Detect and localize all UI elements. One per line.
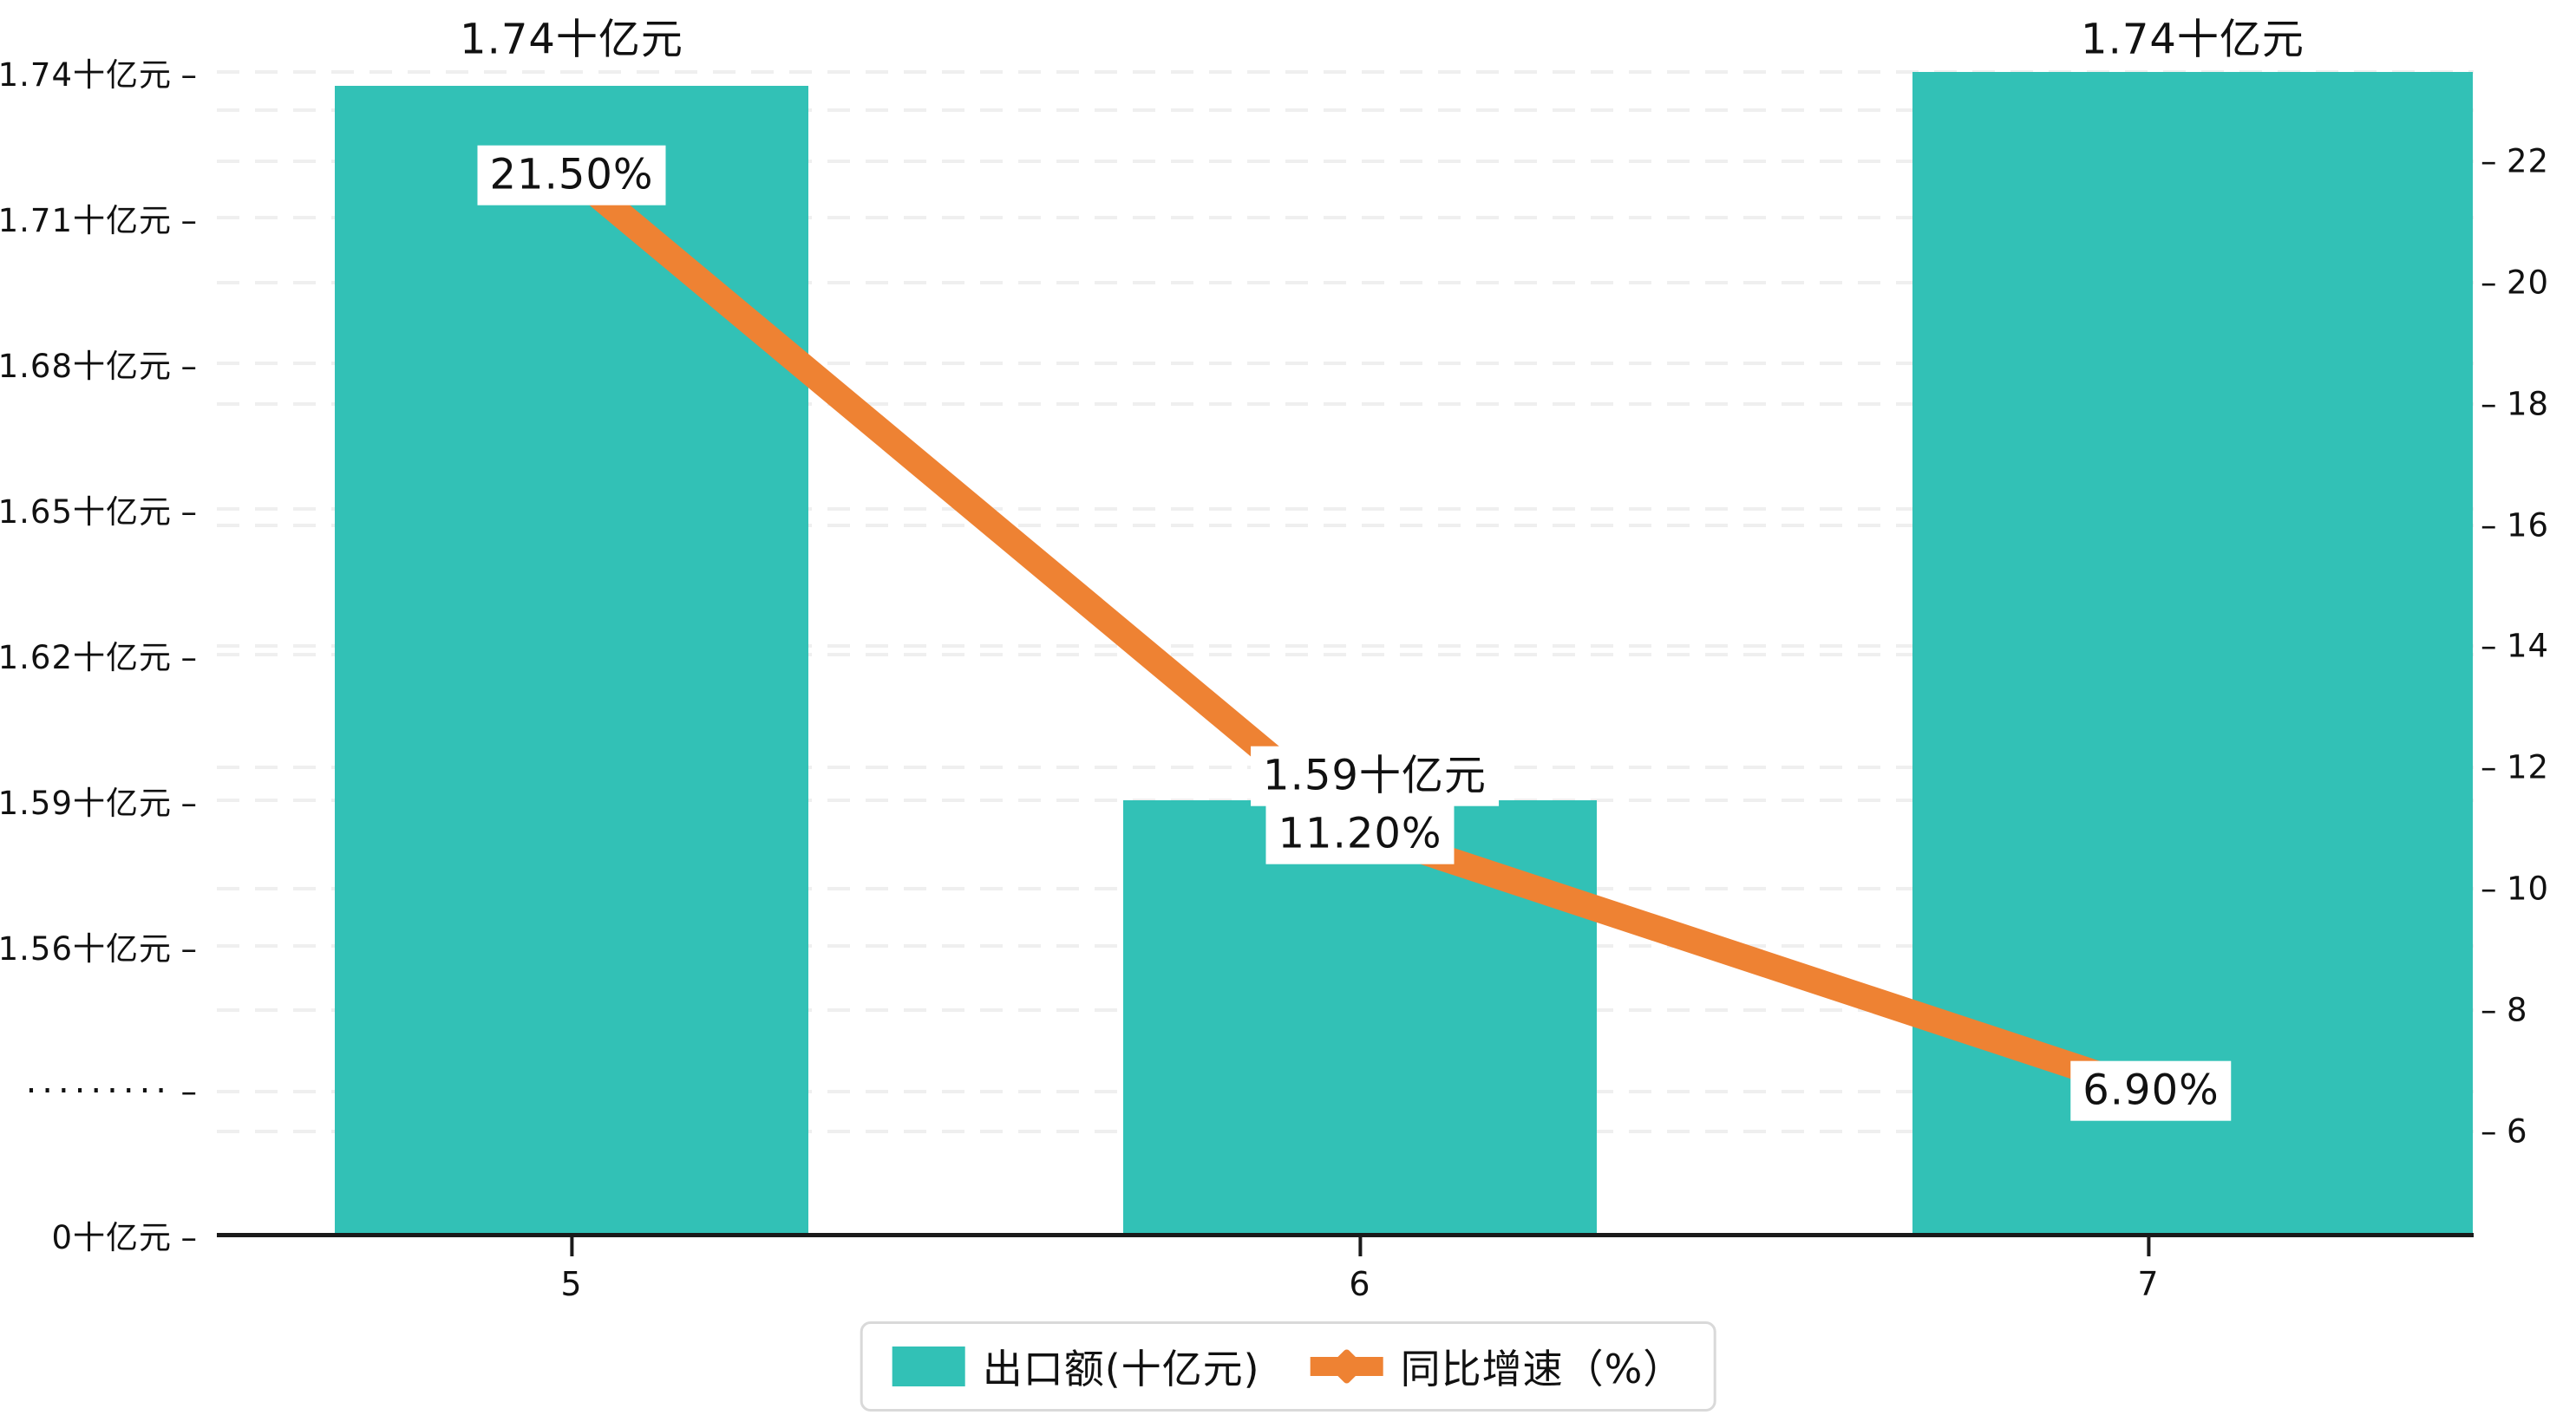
right-y-tick-label: 6 <box>2507 1112 2528 1151</box>
right-y-tick-0: – 22 <box>2481 143 2549 180</box>
x-tick-mark <box>2147 1237 2150 1256</box>
tick-dash-icon: – <box>2481 142 2498 180</box>
tick-dash-icon: – <box>180 1073 198 1111</box>
tick-dash-icon: – <box>2481 748 2498 786</box>
right-y-tick-5: – 12 <box>2481 749 2549 786</box>
left-y-tick-8: 0十亿元 – <box>51 1211 198 1258</box>
bar-value-label-7: 1.74十亿元 <box>2069 10 2317 70</box>
left-y-tick-label: 1.59十亿元 <box>0 785 172 822</box>
bar-month-6[interactable] <box>1123 800 1597 1235</box>
left-y-tick-label: 1.62十亿元 <box>0 639 172 676</box>
left-y-tick-label: 1.74十亿元 <box>0 56 172 94</box>
legend-label-export-value: 出口额(十亿元) <box>982 1346 1260 1392</box>
left-y-tick-label: 1.71十亿元 <box>0 202 172 239</box>
x-tick-2: 7 <box>2137 1237 2159 1303</box>
chart-legend[interactable]: 出口额(十亿元) 同比增速（%） <box>860 1321 1716 1412</box>
x-tick-label: 7 <box>2137 1265 2160 1303</box>
gridline <box>217 70 2474 74</box>
tick-dash-icon: – <box>180 56 198 94</box>
right-y-tick-3: – 16 <box>2481 507 2549 544</box>
right-y-tick-label: 12 <box>2507 748 2550 786</box>
left-y-tick-label: 1.56十亿元 <box>0 930 172 968</box>
tick-dash-icon: – <box>180 639 198 676</box>
tick-dash-icon: – <box>180 1219 198 1256</box>
bar-swatch-icon <box>892 1347 965 1386</box>
tick-dash-icon: – <box>180 930 198 968</box>
line-value-label-7: 6.90% <box>2070 1060 2232 1121</box>
left-y-tick-label: 0十亿元 <box>51 1219 172 1256</box>
left-y-tick-label: ········· <box>25 1071 172 1112</box>
line-value-label-6: 11.20% <box>1265 804 1455 864</box>
bar-month-5[interactable] <box>335 86 808 1235</box>
right-y-tick-label: 10 <box>2507 870 2550 908</box>
right-y-tick-label: 8 <box>2507 991 2528 1029</box>
legend-label-yoy-growth: 同比增速（%） <box>1400 1346 1684 1392</box>
left-y-tick-3: 1.65十亿元 – <box>0 486 198 532</box>
tick-dash-icon: – <box>2481 506 2498 544</box>
x-axis-baseline <box>217 1233 2474 1237</box>
right-y-tick-label: 22 <box>2507 142 2550 180</box>
right-y-tick-label: 14 <box>2507 627 2550 665</box>
right-y-tick-label: 16 <box>2507 506 2550 544</box>
legend-item-export-value[interactable]: 出口额(十亿元) <box>892 1338 1260 1395</box>
tick-dash-icon: – <box>180 493 198 531</box>
x-tick-label: 6 <box>1349 1265 1371 1303</box>
line-value-label-5: 21.50% <box>477 145 666 205</box>
right-y-tick-label: 18 <box>2507 385 2550 423</box>
left-y-tick-4: 1.62十亿元 – <box>0 631 198 678</box>
tick-dash-icon: – <box>2481 1112 2498 1151</box>
bar-value-label-6: 1.59十亿元 <box>1251 746 1499 806</box>
tick-dash-icon: – <box>2481 264 2498 302</box>
right-y-tick-8: – 6 <box>2481 1113 2528 1151</box>
tick-dash-icon: – <box>180 202 198 239</box>
tick-dash-icon: – <box>2481 870 2498 908</box>
left-y-tick-5: 1.59十亿元 – <box>0 777 198 824</box>
left-y-tick-6: 1.56十亿元 – <box>0 923 198 969</box>
x-tick-0: 5 <box>560 1237 582 1303</box>
left-y-tick-label: 1.68十亿元 <box>0 348 172 385</box>
x-tick-label: 5 <box>560 1265 583 1303</box>
tick-dash-icon: – <box>2481 991 2498 1029</box>
legend-item-yoy-growth[interactable]: 同比增速（%） <box>1310 1338 1684 1395</box>
tick-dash-icon: – <box>180 348 198 385</box>
right-y-tick-2: – 18 <box>2481 386 2549 423</box>
right-y-tick-7: – 8 <box>2481 992 2528 1029</box>
right-y-tick-6: – 10 <box>2481 871 2549 908</box>
tick-dash-icon: – <box>2481 385 2498 423</box>
gridline <box>217 108 2474 112</box>
left-y-tick-label: 1.65十亿元 <box>0 493 172 531</box>
left-y-tick-7: ········· – <box>26 1073 198 1111</box>
gridline <box>217 160 2474 163</box>
right-y-tick-label: 20 <box>2507 264 2550 302</box>
left-y-tick-0: 1.74十亿元 – <box>0 49 198 95</box>
tick-dash-icon: – <box>2481 627 2498 665</box>
right-y-tick-4: – 14 <box>2481 628 2549 665</box>
bar-value-label-5: 1.74十亿元 <box>448 10 696 70</box>
left-y-tick-2: 1.68十亿元 – <box>0 340 198 387</box>
tick-dash-icon: – <box>180 785 198 822</box>
x-tick-1: 6 <box>1349 1237 1370 1303</box>
x-tick-mark <box>1358 1237 1362 1256</box>
left-y-tick-1: 1.71十亿元 – <box>0 194 198 241</box>
right-y-tick-1: – 20 <box>2481 264 2549 302</box>
line-swatch-icon <box>1310 1347 1383 1386</box>
x-tick-mark <box>570 1237 573 1256</box>
